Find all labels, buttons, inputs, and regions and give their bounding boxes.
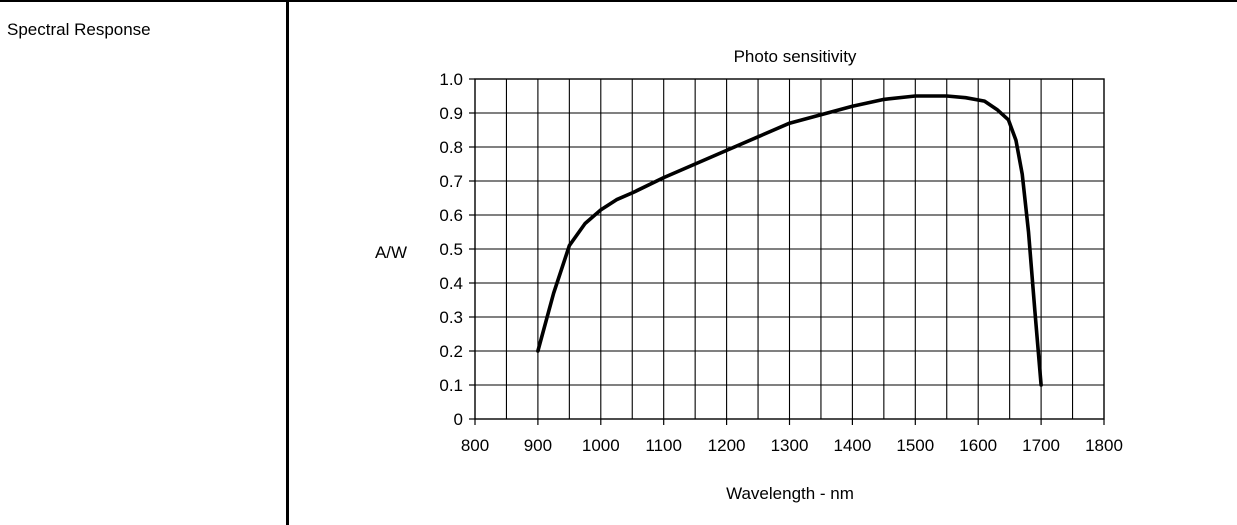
top-rule [0, 0, 1237, 2]
y-tick-label: 0.8 [439, 138, 463, 157]
x-tick-label: 900 [524, 436, 552, 455]
x-tick-label: 1100 [645, 436, 682, 455]
y-tick-label: 0.1 [439, 376, 463, 395]
x-tick-label: 1700 [1022, 436, 1060, 455]
column-divider [286, 0, 289, 525]
x-tick-label: 1000 [582, 436, 620, 455]
y-tick-label: 0.9 [439, 104, 463, 123]
y-axis-label: A/W [375, 243, 407, 262]
axis-ticks: 800 900 1000 1100 1200 1300 1400 1500 1600 1700 18… [439, 70, 1123, 455]
y-tick-label: 0.5 [439, 240, 463, 259]
x-tick-label: 800 [461, 436, 489, 455]
y-tick-label: 0.2 [439, 342, 463, 361]
y-tick-label: 0 [454, 410, 463, 429]
y-tick-label: 0.4 [439, 274, 463, 293]
x-axis-label: Wavelength - nm [726, 484, 854, 503]
x-tick-label: 1300 [771, 436, 809, 455]
x-tick-label: 1600 [959, 436, 997, 455]
series-line [536, 94, 1043, 387]
x-tick-label: 1500 [896, 436, 934, 455]
row-label: Spectral Response [7, 20, 151, 39]
y-tick-label: 1.0 [439, 70, 463, 89]
y-tick-label: 0.3 [439, 308, 463, 327]
x-tick-label: 1400 [833, 436, 871, 455]
x-tick-label: 1800 [1085, 436, 1123, 455]
grid [475, 79, 1104, 419]
y-tick-label: 0.6 [439, 206, 463, 225]
plot-frame [474, 78, 1105, 420]
y-tick-label: 0.7 [439, 172, 463, 191]
chart-title: Photo sensitivity [734, 47, 857, 66]
x-tick-label: 1200 [708, 436, 746, 455]
